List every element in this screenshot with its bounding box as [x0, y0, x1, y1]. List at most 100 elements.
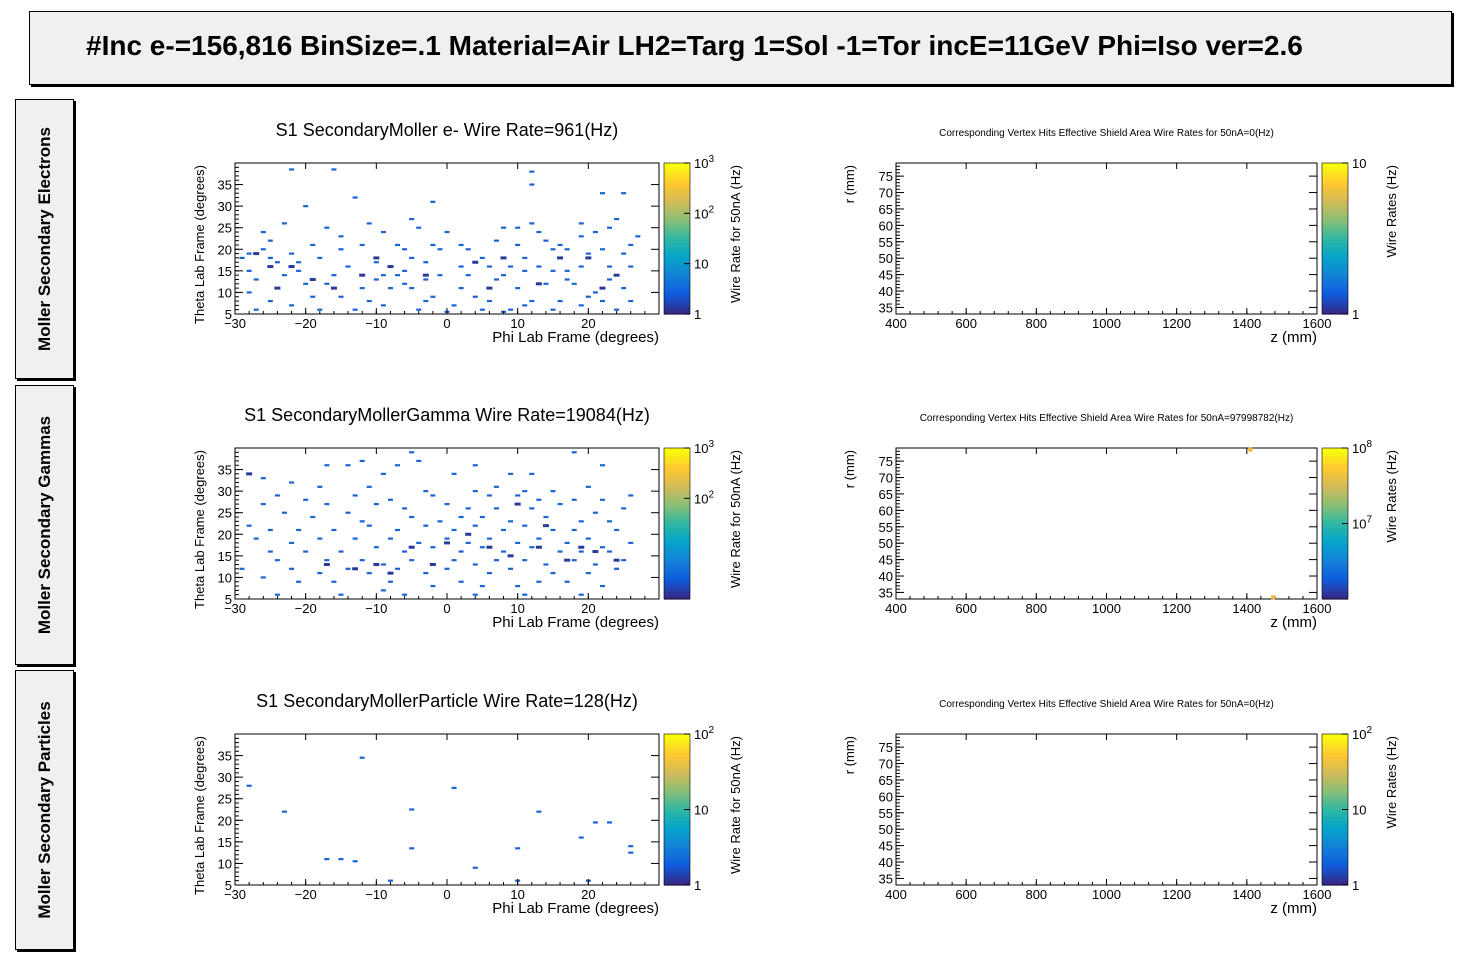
- palette-segment: [664, 287, 690, 292]
- data-bin: [366, 299, 372, 303]
- data-bin: [536, 537, 542, 540]
- data-bin: [614, 217, 620, 221]
- data-bin-high: [387, 265, 394, 269]
- data-bin: [267, 299, 273, 303]
- data-bin-high: [613, 558, 620, 562]
- data-bin: [444, 502, 450, 506]
- data-bin: [557, 502, 563, 506]
- data-bin: [331, 168, 337, 171]
- data-bin: [430, 295, 436, 298]
- data-bin: [628, 265, 634, 268]
- data-bin: [578, 593, 584, 596]
- palette-segment: [1322, 851, 1348, 856]
- palette-segment: [1322, 264, 1348, 270]
- chart-panel: Corresponding Vertex Hits Effective Shie…: [842, 128, 1399, 346]
- y-tick-label: 60: [879, 218, 893, 233]
- data-bin: [536, 580, 542, 583]
- data-bin-high: [535, 545, 542, 549]
- data-bin: [423, 299, 429, 303]
- data-bin: [239, 256, 245, 260]
- data-bin: [289, 252, 295, 255]
- palette-segment: [1322, 276, 1348, 281]
- palette-segment: [1322, 196, 1348, 202]
- data-bin: [501, 550, 507, 553]
- palette-segment: [1322, 847, 1348, 852]
- palette-segment: [664, 455, 690, 460]
- x-tick-label: 1000: [1092, 887, 1121, 902]
- data-bin: [472, 563, 478, 566]
- palette-segment: [664, 572, 690, 577]
- data-bin: [522, 304, 528, 307]
- x-tick-label: 10: [510, 887, 524, 902]
- data-bin: [465, 541, 471, 545]
- z-axis-label: Wire Rate for 50nA (Hz): [728, 165, 743, 303]
- data-bin: [578, 304, 584, 307]
- data-bin: [260, 502, 266, 506]
- data-bin: [621, 252, 627, 255]
- palette-segment: [1322, 200, 1348, 206]
- data-bin: [501, 226, 507, 229]
- palette-segment: [1322, 877, 1348, 882]
- palette-segment: [1322, 869, 1348, 875]
- data-bin: [359, 756, 365, 759]
- data-bin-high: [578, 545, 585, 549]
- palette-segment: [1322, 790, 1348, 795]
- data-bin: [571, 528, 577, 532]
- data-bin: [550, 248, 556, 251]
- data-bin: [338, 593, 344, 596]
- data-bin: [317, 308, 323, 311]
- data-bin: [352, 494, 358, 497]
- palette-segment: [664, 568, 690, 574]
- data-bin: [296, 528, 302, 532]
- data-bin: [289, 168, 295, 171]
- data-bin: [423, 261, 429, 264]
- palette-segment: [664, 466, 690, 472]
- data-bin: [621, 192, 627, 195]
- palette-segment: [1322, 839, 1348, 845]
- data-bin: [296, 261, 302, 264]
- z-tick-label: 108: [1352, 439, 1372, 456]
- palette-segment: [664, 291, 690, 296]
- row-label-gammas: Moller Secondary Gammas: [15, 385, 74, 665]
- y-tick-label: 10: [218, 856, 232, 871]
- y-tick-label: 70: [879, 757, 893, 772]
- data-bin: [472, 295, 478, 298]
- data-bin-high: [373, 562, 380, 566]
- palette-segment: [664, 854, 690, 860]
- palette-segment: [664, 189, 690, 194]
- x-tick-label: 0: [443, 601, 450, 616]
- palette-segment: [664, 531, 690, 536]
- palette-frame: [1321, 162, 1349, 315]
- palette-segment: [664, 546, 690, 551]
- z-tick-label: 102: [694, 489, 714, 506]
- data-bin: [585, 537, 591, 540]
- palette-segment: [664, 478, 690, 483]
- data-bin: [599, 584, 605, 588]
- palette-segment: [1322, 832, 1348, 837]
- data-bin: [628, 541, 634, 545]
- x-tick-label: 0: [443, 887, 450, 902]
- data-bin: [522, 559, 528, 562]
- data-bin: [380, 563, 386, 566]
- palette-segment: [1322, 572, 1348, 577]
- data-bin: [380, 304, 386, 307]
- palette-segment: [1322, 794, 1348, 799]
- data-bin: [387, 537, 393, 540]
- palette-segment: [664, 196, 690, 202]
- palette-segment: [664, 858, 690, 863]
- data-bin: [472, 524, 478, 527]
- palette-segment: [664, 204, 690, 209]
- data-bin: [508, 308, 514, 311]
- data-bin: [296, 580, 302, 583]
- palette-segment: [1322, 261, 1348, 266]
- data-bin: [274, 261, 280, 264]
- palette-segment: [664, 798, 690, 803]
- data-bin: [317, 537, 323, 540]
- data-bin: [571, 559, 577, 562]
- data-bin: [451, 559, 457, 562]
- data-bin: [402, 269, 408, 272]
- palette-segment: [664, 775, 690, 780]
- data-bin: [543, 282, 549, 285]
- data-bin: [621, 507, 627, 510]
- palette-segment: [664, 234, 690, 240]
